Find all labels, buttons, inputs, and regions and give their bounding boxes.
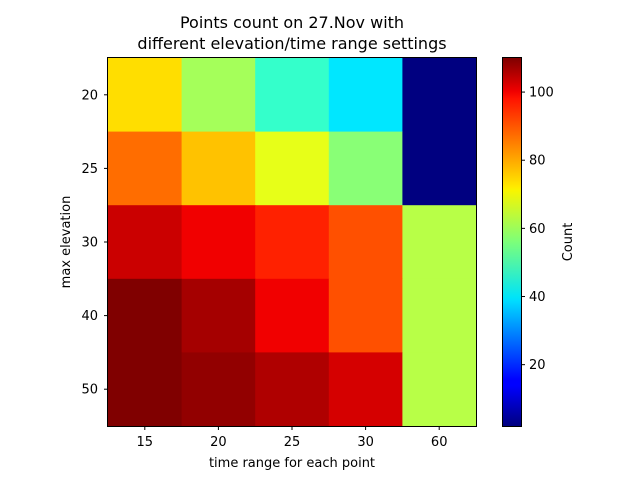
- heatmap-cell: [402, 58, 477, 133]
- x-tick-label: 30: [357, 435, 374, 450]
- heatmap-cell: [108, 278, 183, 353]
- x-axis-ticks: 15 20 25 30 60: [137, 426, 448, 450]
- heatmap-cell: [328, 58, 403, 133]
- colorbar-tick-label: 20: [529, 358, 546, 373]
- colorbar-label: Count: [561, 223, 576, 262]
- y-tick-label: 40: [81, 309, 98, 324]
- y-tick-label: 50: [81, 383, 98, 398]
- heatmap-cell: [255, 58, 330, 133]
- heatmap-cell: [402, 131, 477, 206]
- colorbar-tick-label: 100: [529, 86, 554, 101]
- colorbar: [503, 58, 521, 426]
- heatmap-cell: [402, 278, 477, 353]
- heatmap-cell: [181, 205, 256, 280]
- x-axis-label: time range for each point: [209, 456, 375, 471]
- heatmap-cell: [402, 205, 477, 280]
- heatmap-cell: [328, 352, 403, 427]
- heatmap-cell: [255, 131, 330, 206]
- y-axis-ticks: 20 25 30 40 50: [81, 88, 108, 398]
- colorbar-tick-label: 60: [529, 222, 546, 237]
- colorbar-ticks: 20 40 60 80 100: [521, 86, 554, 373]
- heatmap-cell: [108, 131, 183, 206]
- heatmap-cell: [402, 352, 477, 427]
- heatmap-cell: [328, 131, 403, 206]
- heatmap-cell: [255, 278, 330, 353]
- heatmap-cell: [328, 205, 403, 280]
- heatmap-cell: [181, 131, 256, 206]
- y-tick-label: 25: [81, 162, 98, 177]
- heatmap-cell: [181, 278, 256, 353]
- x-tick-label: 25: [284, 435, 301, 450]
- heatmap-cell: [328, 278, 403, 353]
- colorbar-frame: [502, 57, 522, 427]
- heatmap-cell: [108, 205, 183, 280]
- heatmap-cells: [108, 58, 477, 427]
- heatmap-cell: [255, 352, 330, 427]
- heatmap-cell: [181, 352, 256, 427]
- y-axis-label: max elevation: [59, 196, 74, 289]
- y-tick-label: 20: [81, 88, 98, 103]
- chart-title-line-1: Points count on 27.Nov with: [180, 13, 404, 32]
- heatmap-cell: [181, 58, 256, 133]
- y-tick-label: 30: [81, 236, 98, 251]
- colorbar-tick-label: 40: [529, 290, 546, 305]
- heatmap-cell: [108, 58, 183, 133]
- chart-title-line-2: different elevation/time range settings: [137, 34, 446, 53]
- x-tick-label: 60: [431, 435, 448, 450]
- x-tick-label: 15: [137, 435, 154, 450]
- x-tick-label: 20: [210, 435, 227, 450]
- heatmap-cell: [255, 205, 330, 280]
- colorbar-tick-label: 80: [529, 154, 546, 169]
- heatmap-cell: [108, 352, 183, 427]
